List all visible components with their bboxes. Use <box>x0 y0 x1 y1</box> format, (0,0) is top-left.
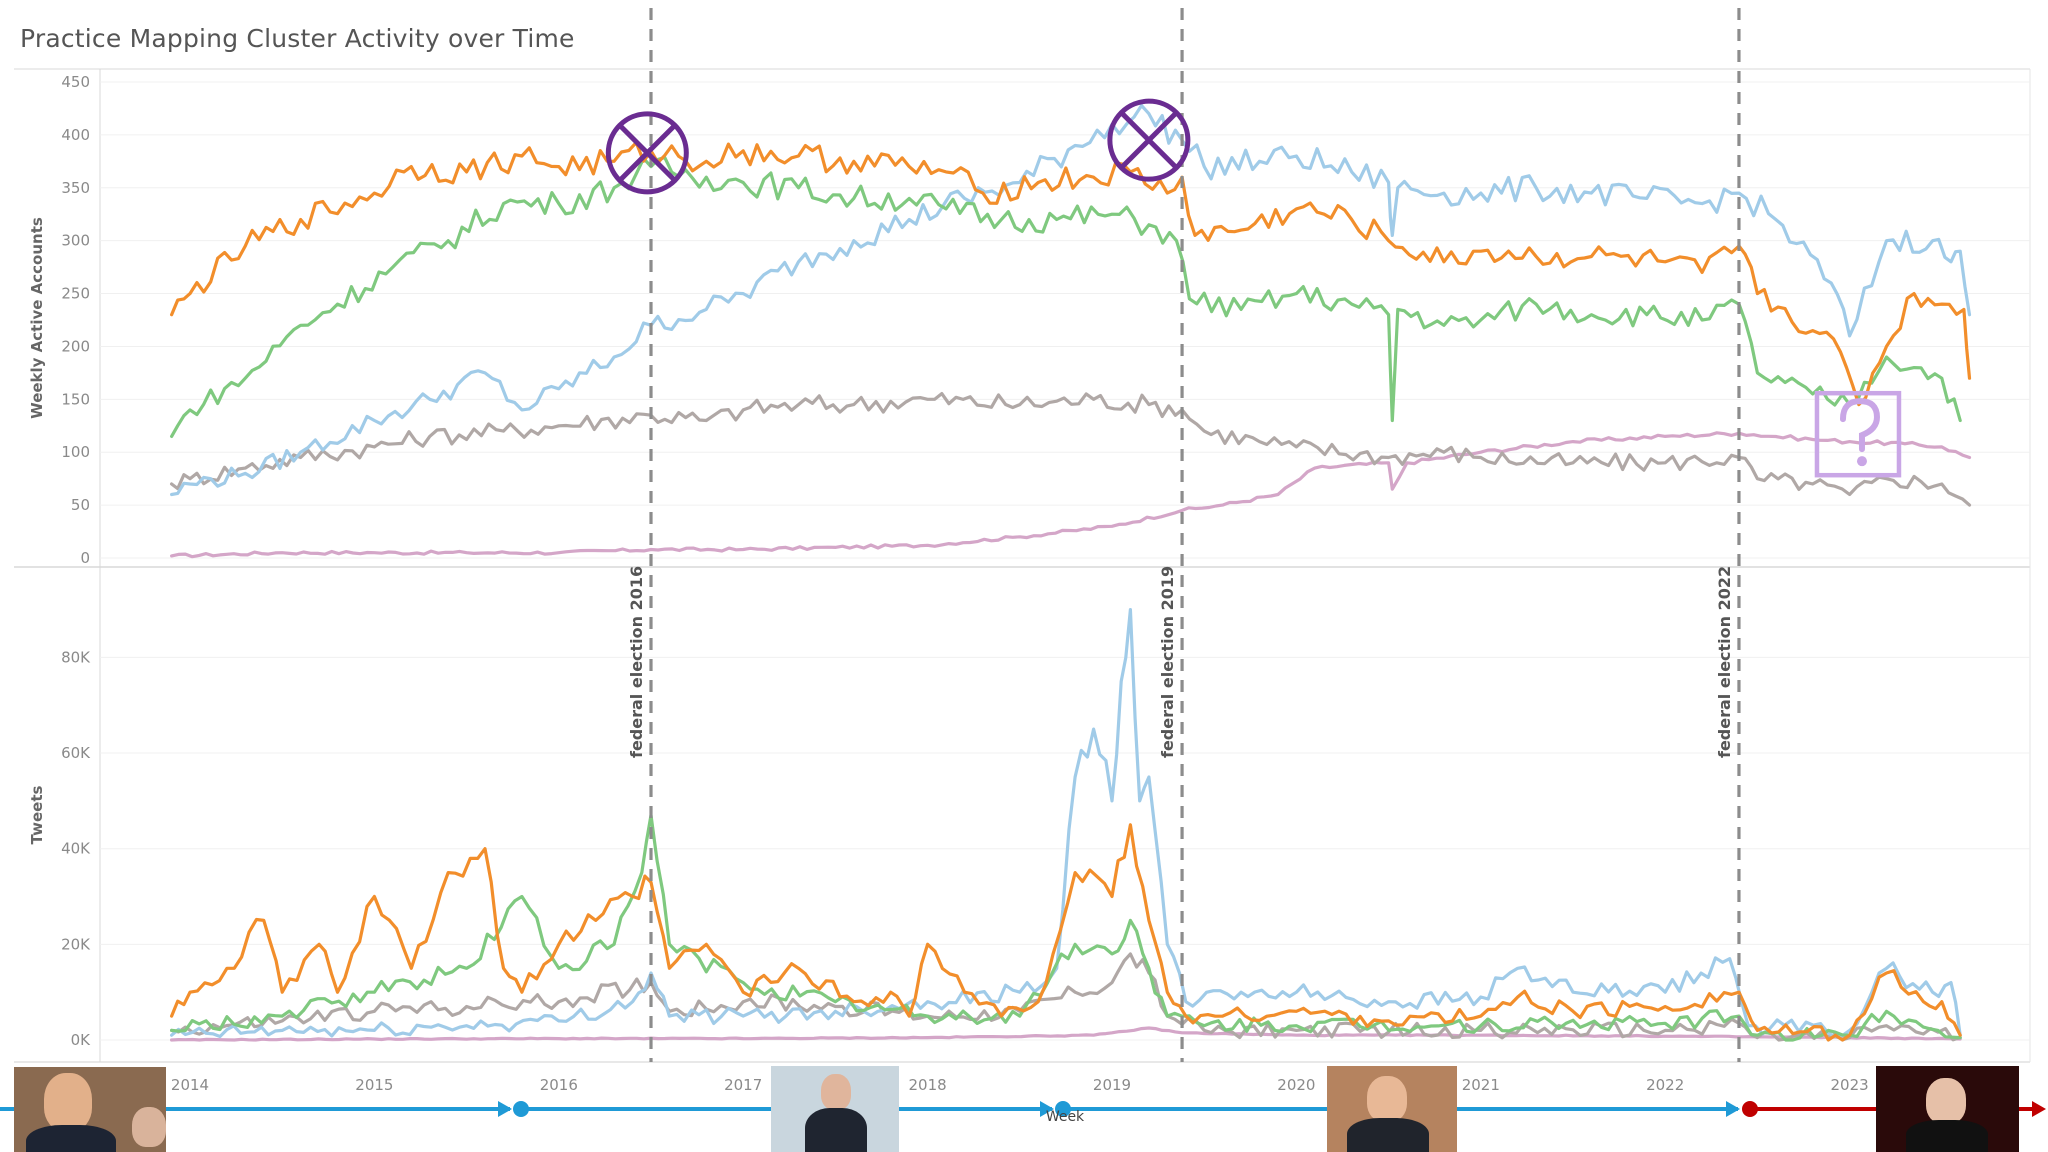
y-tick-top-0: 0 <box>80 549 90 567</box>
series-bottom-pink <box>170 1026 1962 1042</box>
event-lines: federal election 2016 federal election 20… <box>627 8 1741 1062</box>
y-tick-top-300: 300 <box>61 232 90 250</box>
photo-turnbull <box>771 1066 899 1152</box>
y-tick-bottom-0K: 0K <box>71 1031 92 1049</box>
timeline-arrow-4 <box>2032 1101 2046 1117</box>
series-bottom-green <box>170 813 1962 1042</box>
suit-shape <box>805 1108 867 1152</box>
y-ticks-bottom: 0K 20K 40K 60K 80K <box>61 648 91 1049</box>
x-tick-2016: 2016 <box>540 1076 578 1094</box>
annotations <box>605 98 1902 478</box>
gridlines <box>100 81 2030 1041</box>
x-tick-2022: 2022 <box>1646 1076 1684 1094</box>
y-tick-top-350: 350 <box>61 179 90 197</box>
event-label-2: federal election 2019 <box>1158 566 1177 758</box>
chart-frame <box>14 68 2031 1063</box>
suit-shape <box>1906 1120 1988 1152</box>
series-top-green <box>170 156 1962 438</box>
timeline-arrow-2 <box>1040 1101 1054 1117</box>
timeline-strip <box>0 1101 2046 1117</box>
y-tick-bottom-60K: 60K <box>61 744 91 762</box>
y-tick-top-50: 50 <box>71 496 90 514</box>
y-tick-top-200: 200 <box>61 337 90 355</box>
x-tick-2014: 2014 <box>171 1076 209 1094</box>
series-bottom-gray <box>170 952 1962 1042</box>
timeline-arrow-1 <box>498 1101 512 1117</box>
suit-shape <box>1347 1118 1429 1152</box>
series-top <box>170 103 1972 559</box>
cross-marker-1 <box>605 111 689 195</box>
suit-shape <box>26 1125 116 1152</box>
x-ticks: 2014 2015 2016 2017 2018 2019 2020 2021 2022 2023 <box>171 1076 1869 1094</box>
x-tick-2023: 2023 <box>1831 1076 1869 1094</box>
x-tick-2020: 2020 <box>1277 1076 1315 1094</box>
y-tick-bottom-40K: 40K <box>61 840 91 858</box>
face-shape <box>132 1107 166 1147</box>
series-top-pink <box>170 431 1972 559</box>
question-marker <box>1814 390 1902 478</box>
x-tick-2019: 2019 <box>1093 1076 1131 1094</box>
series-bottom-blue <box>170 608 1962 1039</box>
photo-morrison <box>1327 1066 1457 1152</box>
x-tick-2018: 2018 <box>909 1076 947 1094</box>
series-top-orange <box>170 141 1972 407</box>
event-label-3: federal election 2022 <box>1715 566 1734 758</box>
x-tick-2015: 2015 <box>355 1076 393 1094</box>
face-shape <box>1367 1076 1407 1122</box>
series-top-gray <box>170 392 1972 507</box>
face-shape <box>44 1073 92 1131</box>
y-ticks-top: 0 50 100 150 200 250 300 350 400 450 <box>61 73 90 567</box>
timeline-arrow-3 <box>1726 1101 1740 1117</box>
y-tick-top-100: 100 <box>61 443 90 461</box>
chart-title: Practice Mapping Cluster Activity over T… <box>20 24 575 53</box>
y-tick-top-250: 250 <box>61 285 90 303</box>
x-axis-label: Week <box>1046 1109 1085 1125</box>
series-bottom-orange <box>170 823 1962 1042</box>
face-shape <box>821 1074 851 1110</box>
y-axis-label-top: Weekly Active Accounts <box>28 217 46 419</box>
series-top-blue <box>170 103 1972 497</box>
photo-abbott <box>14 1067 166 1152</box>
y-tick-bottom-80K: 80K <box>61 648 91 666</box>
y-axis-label-bottom: Tweets <box>28 785 46 844</box>
y-tick-top-400: 400 <box>61 126 90 144</box>
y-tick-top-450: 450 <box>61 73 90 91</box>
x-tick-2017: 2017 <box>724 1076 762 1094</box>
y-tick-bottom-20K: 20K <box>61 935 91 953</box>
x-tick-2021: 2021 <box>1462 1076 1500 1094</box>
series-bottom <box>170 608 1962 1042</box>
y-tick-top-150: 150 <box>61 390 90 408</box>
photo-albanese <box>1876 1066 2019 1152</box>
event-label-1: federal election 2016 <box>627 566 646 758</box>
cross-marker-2 <box>1107 98 1191 182</box>
face-shape <box>1926 1078 1966 1124</box>
